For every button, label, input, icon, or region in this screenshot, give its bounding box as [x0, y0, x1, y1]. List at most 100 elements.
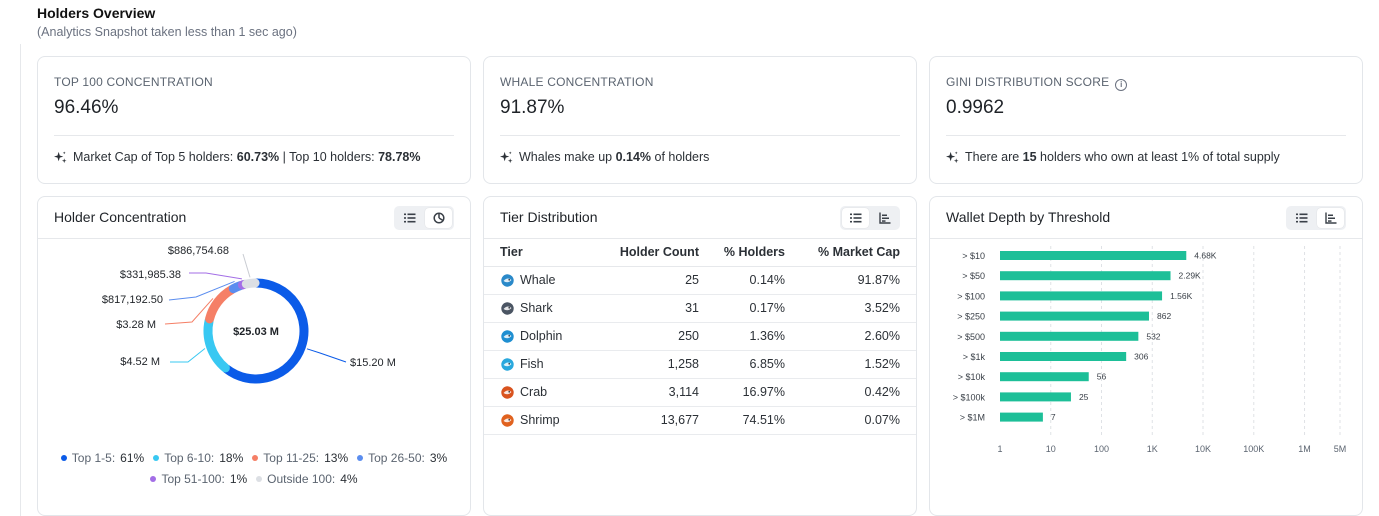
category-label: > $100	[957, 291, 985, 301]
legend-item[interactable]: Top 11-25: 13%	[252, 451, 348, 465]
legend-percent: 13%	[324, 451, 349, 465]
bar[interactable]	[1000, 271, 1171, 281]
legend-item[interactable]: Top 6-10: 18%	[153, 451, 243, 465]
legend-dot	[252, 455, 259, 461]
crab-icon	[500, 385, 515, 400]
donut-slice[interactable]	[203, 316, 230, 373]
legend-percent: 3%	[429, 451, 448, 465]
bar[interactable]	[1000, 412, 1043, 422]
bar[interactable]	[1000, 331, 1139, 341]
holder-count-cell: 3,114	[589, 378, 699, 407]
donut-slice[interactable]	[222, 278, 309, 384]
holders-percent-cell: 1.36%	[699, 322, 785, 351]
holder-count-cell: 13,677	[589, 406, 699, 435]
market-cap-percent-cell: 0.07%	[785, 406, 916, 435]
left-divider	[20, 44, 21, 516]
tier-name: Shark	[520, 301, 553, 315]
view-toggle	[1286, 206, 1346, 230]
list-view-button[interactable]	[1288, 208, 1315, 228]
bar[interactable]	[1000, 372, 1089, 382]
page-subtitle: (Analytics Snapshot taken less than 1 se…	[37, 25, 297, 39]
stat-value: 96.46%	[54, 97, 119, 118]
legend-label: Top 6-10:	[164, 451, 215, 465]
stat-label: WHALE CONCENTRATION	[500, 75, 654, 89]
top100-concentration-card: TOP 100 CONCENTRATION 96.46% Market Cap …	[37, 56, 471, 184]
x-tick-label: 100K	[1243, 444, 1264, 454]
legend-item[interactable]: Outside 100: 4%	[256, 472, 358, 486]
tier-cell: Whale	[484, 266, 589, 295]
pie-view-button[interactable]	[425, 208, 452, 228]
legend-percent: 61%	[120, 451, 145, 465]
bar-value-label: 2.29K	[1179, 271, 1202, 281]
tier-distribution-card: Tier Distribution Tier Holder Count % Ho…	[483, 196, 917, 516]
card-title: Holder Concentration	[54, 209, 187, 225]
tier-cell: Shrimp	[484, 406, 589, 435]
bar[interactable]	[1000, 311, 1149, 321]
leader-line	[242, 253, 251, 278]
list-view-button[interactable]	[842, 208, 869, 228]
legend-label: Top 1-5:	[71, 451, 116, 465]
x-tick-label: 10	[1046, 444, 1056, 454]
list-view-button[interactable]	[396, 208, 423, 228]
column-header[interactable]: Holder Count	[589, 239, 699, 267]
stat-value: 0.9962	[946, 97, 1005, 118]
donut-center-label: $25.03 M	[233, 326, 279, 338]
bar-view-button[interactable]	[871, 208, 898, 228]
chart-legend: Top 1-5: 61% Top 6-10: 18% Top 11-25: 13% Top …	[38, 451, 470, 465]
market-cap-percent-cell: 91.87%	[785, 266, 916, 295]
pie-chart-icon	[432, 212, 445, 224]
dolphin-icon	[500, 329, 515, 344]
bar[interactable]	[1000, 291, 1163, 301]
holder-count-cell: 31	[589, 294, 699, 323]
legend-label: Outside 100:	[267, 472, 336, 486]
bar-view-button[interactable]	[1317, 208, 1344, 228]
list-icon	[849, 213, 861, 223]
bar[interactable]	[1000, 251, 1187, 260]
legend-item[interactable]: Top 51-100: 1%	[150, 472, 247, 486]
donut-slice[interactable]	[241, 278, 260, 289]
table-row[interactable]: Shark 31 0.17% 3.52%	[484, 294, 916, 323]
table-row[interactable]: Fish 1,258 6.85% 1.52%	[484, 350, 916, 379]
info-icon[interactable]: i	[1115, 79, 1128, 91]
column-header[interactable]: % Market Cap	[785, 239, 916, 267]
stat-note: Whales make up 0.14% of holders	[500, 150, 709, 164]
card-title: Wallet Depth by Threshold	[946, 209, 1111, 225]
column-header[interactable]: % Holders	[699, 239, 785, 267]
table-row[interactable]: Crab 3,114 16.97% 0.42%	[484, 378, 916, 407]
holder-concentration-card: Holder Concentration $25.03 M $15.20 M $4.…	[37, 196, 471, 516]
x-tick-label: 1K	[1147, 444, 1158, 454]
bar-chart-icon	[1324, 212, 1336, 224]
donut-slice[interactable]	[205, 285, 237, 324]
bar-value-label: 306	[1134, 352, 1148, 362]
stat-label: GINI DISTRIBUTION SCORE i	[946, 75, 1128, 91]
market-cap-percent-cell: 3.52%	[785, 294, 916, 323]
bar[interactable]	[1000, 392, 1071, 402]
market-cap-percent-cell: 0.42%	[785, 378, 916, 407]
bar-value-label: 862	[1157, 311, 1171, 321]
tier-cell: Crab	[484, 378, 589, 407]
table-row[interactable]: Whale 25 0.14% 91.87%	[484, 266, 916, 295]
market-cap-percent-cell: 1.52%	[785, 350, 916, 379]
bar[interactable]	[1000, 352, 1127, 361]
shrimp-icon	[500, 413, 515, 428]
table-row[interactable]: Shrimp 13,677 74.51% 0.07%	[484, 406, 916, 435]
category-label: > $50	[962, 271, 985, 281]
legend-item[interactable]: Top 26-50: 3%	[357, 451, 447, 465]
leader-line	[168, 280, 235, 301]
column-header[interactable]: Tier	[484, 239, 589, 267]
leader-line	[170, 348, 206, 363]
table-row[interactable]: Dolphin 250 1.36% 2.60%	[484, 322, 916, 351]
stat-note: Market Cap of Top 5 holders: 60.73% | To…	[54, 150, 420, 164]
category-label: > $250	[957, 312, 985, 322]
table-header-row: Tier Holder Count % Holders % Market Cap	[484, 239, 916, 267]
bar-value-label: 56	[1097, 372, 1107, 382]
x-tick-label: 1M	[1298, 444, 1311, 454]
holders-percent-cell: 74.51%	[699, 406, 785, 435]
list-icon	[1295, 213, 1307, 223]
tier-name: Fish	[520, 357, 544, 371]
holders-percent-cell: 0.14%	[699, 266, 785, 295]
stat-label: TOP 100 CONCENTRATION	[54, 75, 213, 89]
legend-item[interactable]: Top 1-5: 61%	[60, 451, 145, 465]
legend-dot	[60, 455, 67, 461]
slice-value-label: $15.20 M	[350, 357, 396, 369]
